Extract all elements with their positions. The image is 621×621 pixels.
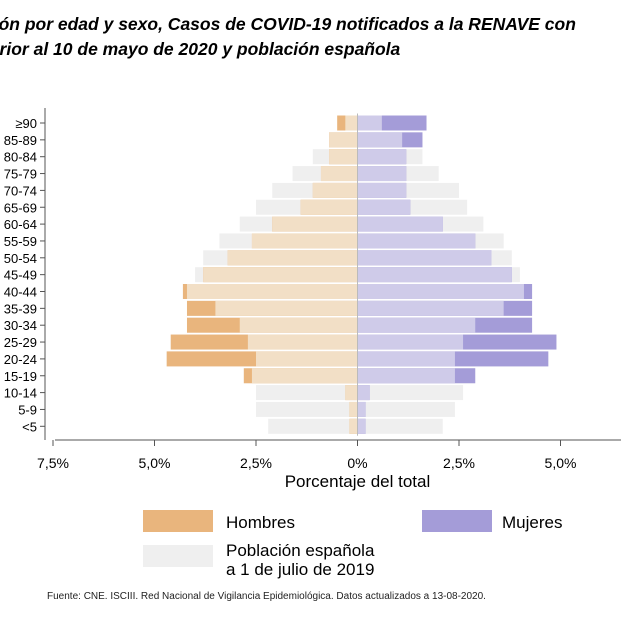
- y-tick-label-10-14: 10-14: [4, 386, 37, 401]
- bar-overlap-mujeres-35-39: [357, 300, 504, 316]
- bar-overlap-hombres-20-24: [256, 351, 358, 367]
- bar-overlap-mujeres-70-74: [357, 182, 407, 198]
- bar-overlap-mujeres-75-79: [357, 166, 407, 182]
- legend: Hombres Mujeres Población española a 1 d…: [143, 510, 562, 579]
- bar-overlap-mujeres-60-64: [357, 216, 443, 232]
- y-tick-label-40-44: 40-44: [4, 285, 37, 300]
- chart-title-line-1: ción por edad y sexo, Casos de COVID-19 …: [0, 14, 576, 34]
- bar-overlap-mujeres-30-34: [357, 317, 476, 333]
- bar-overlap-hombres-45-49: [203, 267, 358, 283]
- axes-layer: <5 5-910-14 15-19 20-24 25-29 30-34 35-3940-44…: [4, 108, 621, 491]
- y-tick-label-30-34: 30-34: [4, 318, 37, 333]
- y-tick-label-80-84: 80-84: [4, 150, 37, 165]
- y-tick-label-60-64: 60-64: [4, 217, 37, 232]
- bar-overlap-mujeres-55-59: [357, 233, 476, 249]
- y-tick-label-75-79: 75-79: [4, 167, 37, 182]
- y-tick-label-35-39: 35-39: [4, 301, 37, 316]
- bar-overlap-mujeres-80-84: [357, 149, 407, 165]
- x-tick-label-1: 5,0%: [139, 455, 171, 471]
- y-tick-label-55-59: 55-59: [4, 234, 37, 249]
- bar-overlap-hombres-15-19: [251, 368, 358, 384]
- chart-title-line-2: terior al 10 de mayo de 2020 y población…: [0, 39, 401, 59]
- bar-overlap-mujeres-40-44: [357, 284, 524, 299]
- bar-overlap-hombres-70-74: [312, 182, 358, 198]
- bar-overlap-hombres-40-44: [186, 284, 358, 299]
- bar-overlap-hombres-80-84: [329, 149, 358, 165]
- y-tick-label-45-49: 45-49: [4, 268, 37, 283]
- bar-overlap-mujeres-65-69: [357, 199, 411, 215]
- bar-overlap-mujeres-50-54: [357, 250, 492, 266]
- bar-overlap-hombres-90: [345, 115, 358, 131]
- bar-overlap-mujeres-15-19: [357, 368, 455, 384]
- source-footnote: Fuente: CNE. ISCIII. Red Nacional de Vig…: [47, 591, 486, 602]
- x-tick-label-2: 2,5%: [240, 455, 272, 471]
- bar-poblacion-mujeres-10-14: [357, 385, 464, 401]
- bar-poblacion-mujeres-5-9: [357, 401, 455, 417]
- bar-overlap-hombres-5: [349, 418, 358, 434]
- y-tick-label-5: <5: [22, 419, 37, 434]
- bar-overlap-hombres-5-9: [349, 401, 358, 417]
- bar-overlap-mujeres-5: [357, 418, 366, 434]
- bar-poblacion-hombres-5: [268, 418, 358, 434]
- bar-overlap-hombres-55-59: [251, 233, 358, 249]
- bar-overlap-hombres-10-14: [345, 385, 358, 401]
- bar-overlap-hombres-25-29: [247, 334, 358, 350]
- y-tick-label-85-89: 85-89: [4, 133, 37, 148]
- bar-overlap-hombres-75-79: [320, 166, 358, 182]
- bars-layer: [166, 115, 557, 434]
- bar-overlap-hombres-60-64: [272, 216, 358, 232]
- bar-poblacion-hombres-10-14: [256, 385, 358, 401]
- bar-overlap-hombres-50-54: [227, 250, 358, 266]
- y-tick-label-20-24: 20-24: [4, 352, 37, 367]
- y-tick-label-15-19: 15-19: [4, 369, 37, 384]
- bar-overlap-hombres-85-89: [329, 132, 358, 148]
- x-axis-label: Porcentaje del total: [285, 472, 431, 491]
- bar-overlap-mujeres-90: [357, 115, 382, 131]
- bar-overlap-mujeres-5-9: [357, 401, 366, 417]
- y-tick-label-90: ≥90: [15, 116, 37, 131]
- legend-label-poblacion-line1: Población española: [226, 541, 375, 560]
- legend-label-hombres: Hombres: [226, 513, 295, 532]
- y-tick-label-70-74: 70-74: [4, 183, 37, 198]
- y-tick-label-65-69: 65-69: [4, 200, 37, 215]
- legend-swatch-poblacion: [143, 545, 213, 567]
- x-tick-label-5: 5,0%: [545, 455, 577, 471]
- bar-poblacion-mujeres-5: [357, 418, 443, 434]
- legend-label-poblacion-line2: a 1 de julio de 2019: [226, 560, 374, 579]
- bar-overlap-mujeres-85-89: [357, 132, 403, 148]
- bar-overlap-hombres-30-34: [239, 317, 358, 333]
- y-tick-label-5-9: 5-9: [18, 402, 37, 417]
- legend-swatch-mujeres: [422, 510, 492, 532]
- bar-overlap-mujeres-45-49: [357, 267, 512, 283]
- chart-title: ción por edad y sexo, Casos de COVID-19 …: [0, 12, 621, 62]
- bar-poblacion-hombres-5-9: [256, 401, 358, 417]
- bar-overlap-hombres-35-39: [215, 300, 358, 316]
- bar-overlap-mujeres-10-14: [357, 385, 370, 401]
- x-tick-label-3: 0%: [347, 455, 367, 471]
- bar-overlap-mujeres-25-29: [357, 334, 464, 350]
- x-tick-label-0: 7,5%: [37, 455, 69, 471]
- legend-label-mujeres: Mujeres: [502, 513, 562, 532]
- y-tick-label-50-54: 50-54: [4, 251, 37, 266]
- y-tick-label-25-29: 25-29: [4, 335, 37, 350]
- x-tick-label-4: 2,5%: [443, 455, 475, 471]
- bar-overlap-mujeres-20-24: [357, 351, 455, 367]
- legend-swatch-hombres: [143, 510, 213, 532]
- bar-overlap-hombres-65-69: [300, 199, 358, 215]
